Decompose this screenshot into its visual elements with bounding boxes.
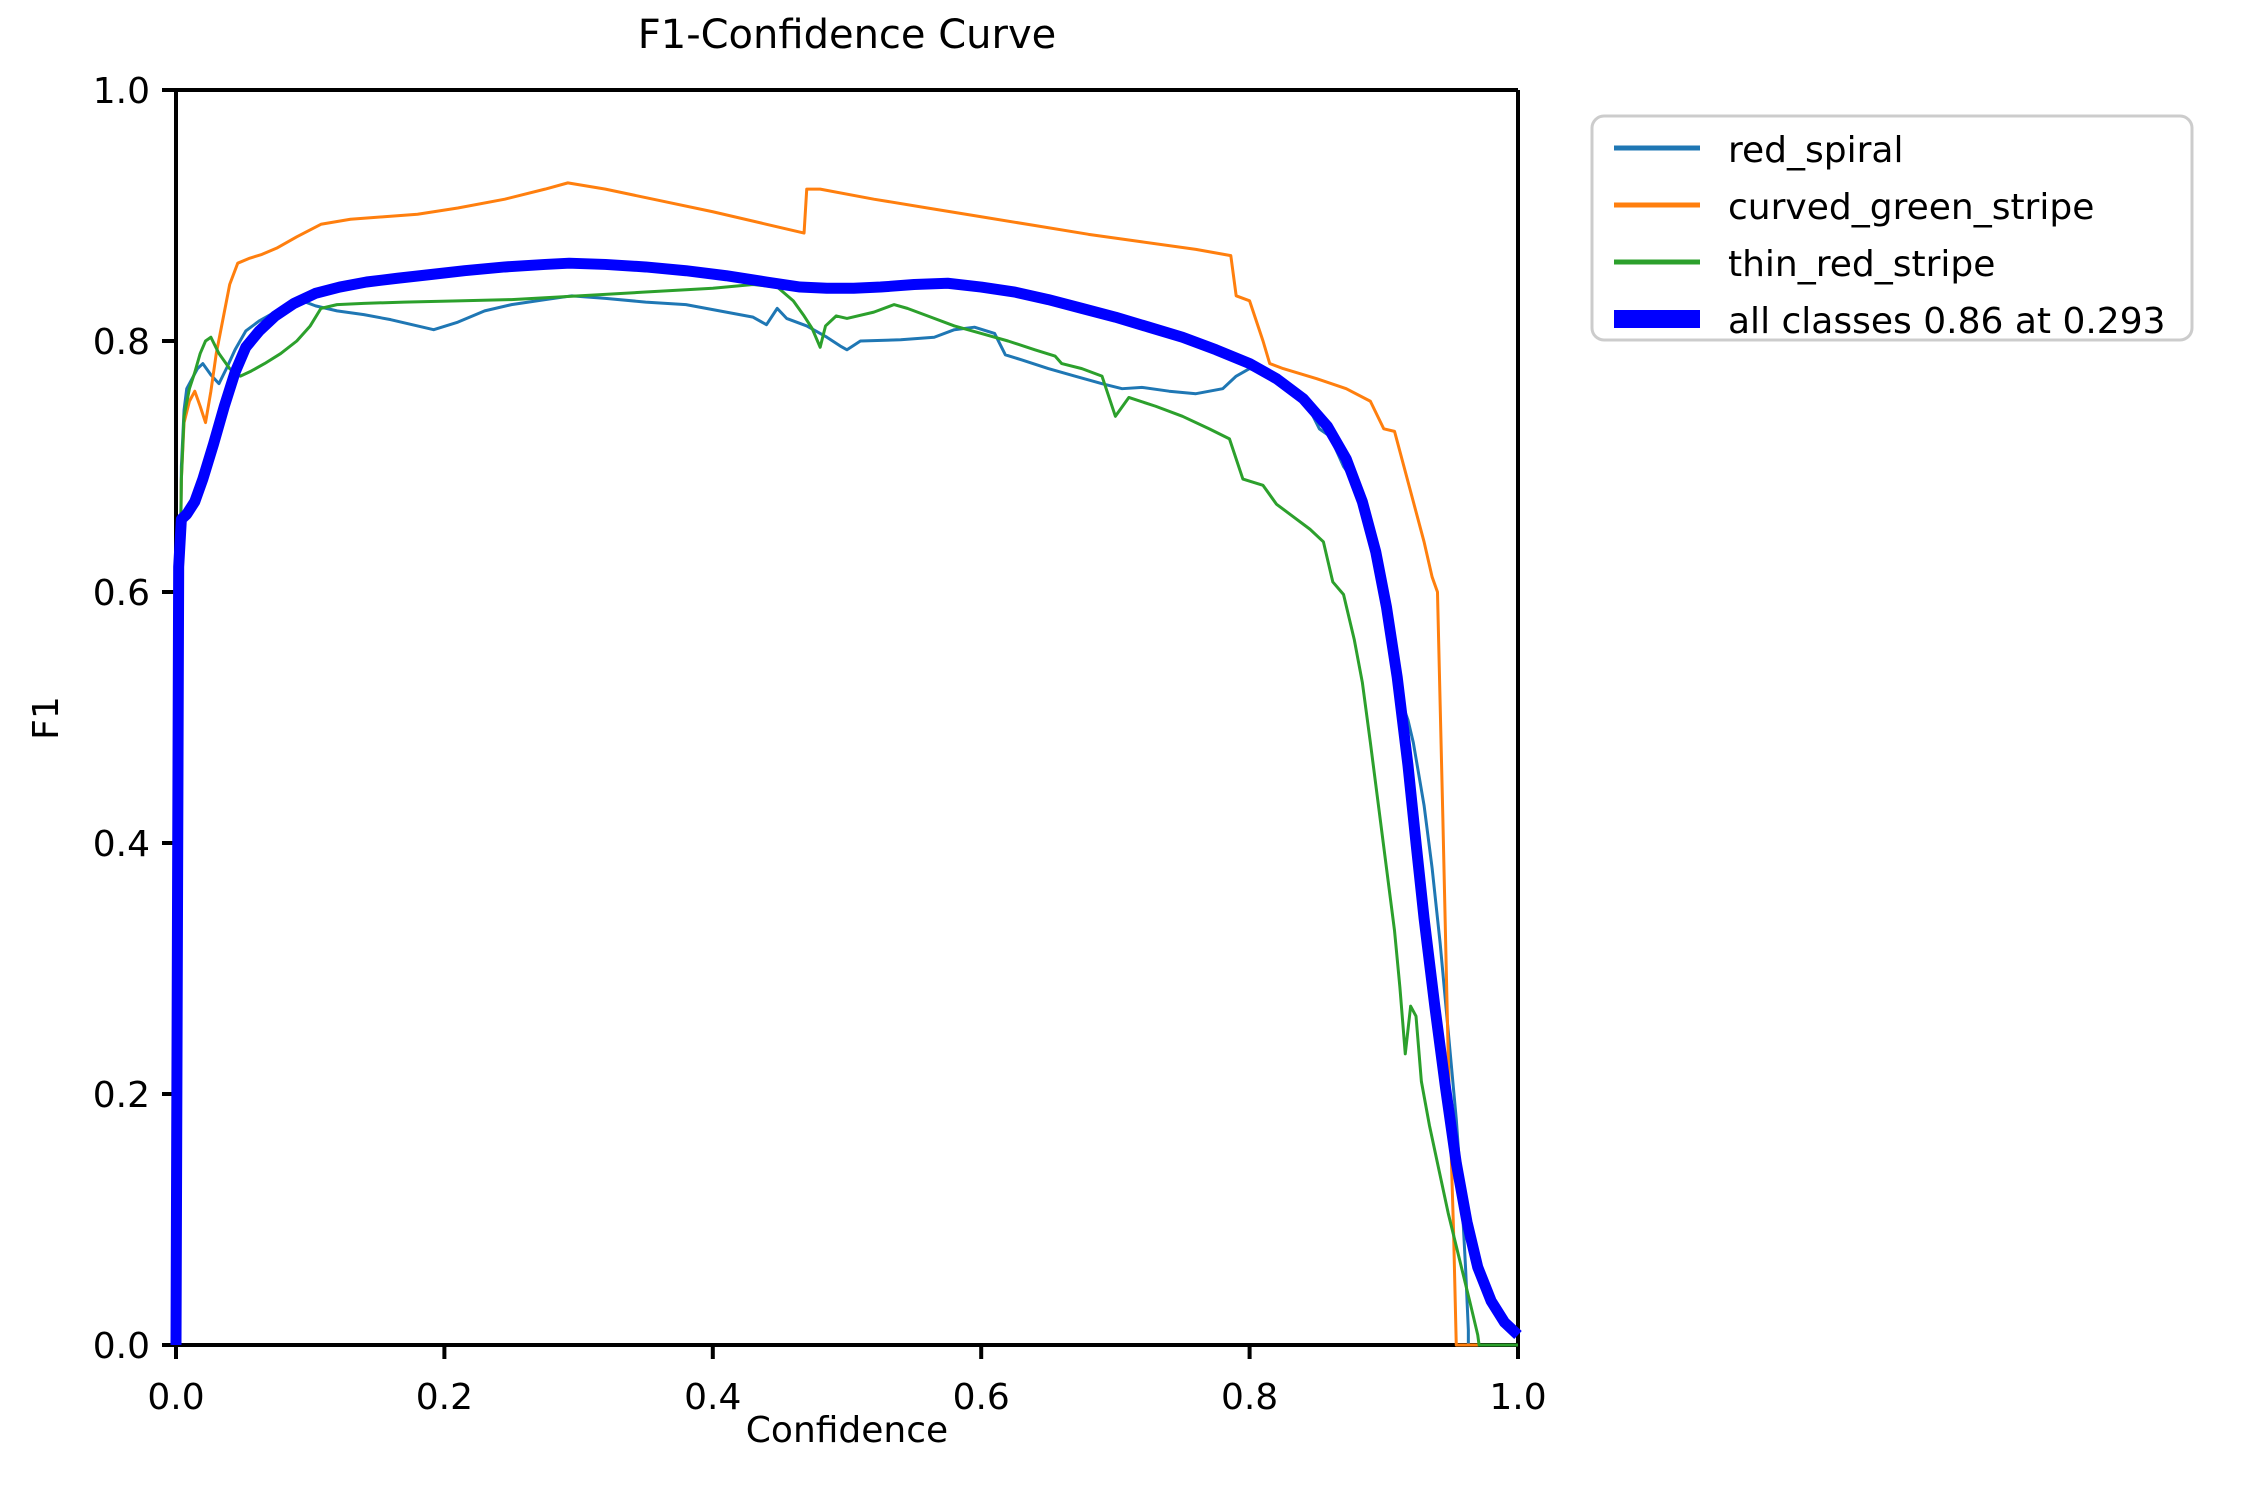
series-line-thin-red-stripe — [174, 283, 1518, 1347]
series-line-all-classes-0-86-at-0-293 — [170, 257, 1522, 1346]
y-tick-label: 0.2 — [93, 1075, 150, 1116]
y-tick-label: 0.8 — [93, 322, 150, 363]
legend-label-0[interactable]: red_spiral — [1728, 130, 1903, 171]
legend-entries[interactable]: red_spiral curved_green_stripe thin_red_st… — [1614, 130, 2166, 342]
x-axis-label: Confidence — [746, 1410, 948, 1451]
legend[interactable]: red_spiral curved_green_stripe thin_red_st… — [1590, 114, 2194, 342]
y-axis-label: F1 — [26, 696, 67, 740]
legend-label-1[interactable]: curved_green_stripe — [1728, 187, 2094, 228]
plot-area-background — [176, 90, 1518, 1345]
y-tick-label: 0.0 — [93, 1326, 150, 1367]
x-tick-label: 0.8 — [1221, 1377, 1278, 1418]
x-tick-label: 1.0 — [1489, 1377, 1546, 1418]
x-tick-label: 0.6 — [953, 1377, 1010, 1418]
data-series-group — [170, 181, 1522, 1347]
y-tick-labels: 0.0 0.2 0.4 0.6 0.8 1.0 — [93, 71, 150, 1367]
legend-label-2[interactable]: thin_red_stripe — [1728, 244, 1995, 285]
series-line-curved-green-stripe — [174, 181, 1518, 1347]
x-tick-label: 0.4 — [684, 1377, 741, 1418]
y-tick-label: 0.4 — [93, 824, 150, 865]
legend-box — [1590, 114, 2194, 342]
x-tick-label: 0.2 — [416, 1377, 473, 1418]
legend-label-3[interactable]: all classes 0.86 at 0.293 — [1728, 301, 2166, 342]
x-tick-marks — [174, 1345, 1520, 1359]
y-tick-label: 0.6 — [93, 573, 150, 614]
y-tick-label: 1.0 — [93, 71, 150, 112]
x-tick-label: 0.0 — [147, 1377, 204, 1418]
chart-title: F1-Confidence Curve — [638, 12, 1057, 58]
x-tick-labels: 0.0 0.2 0.4 0.6 0.8 1.0 — [147, 1377, 1546, 1418]
